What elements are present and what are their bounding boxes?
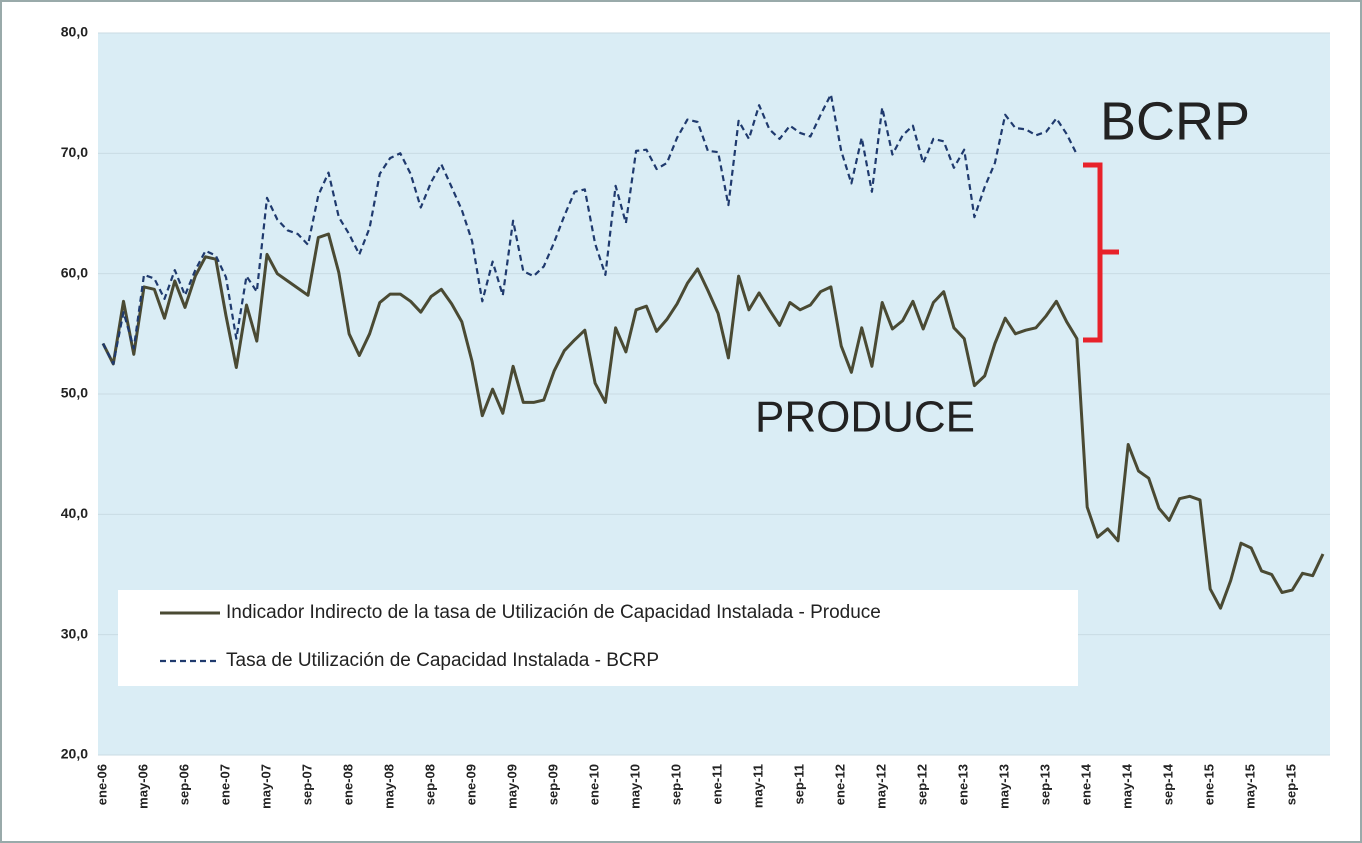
x-tick-label: may-13 [997, 764, 1012, 809]
x-tick-label: sep-09 [546, 764, 561, 805]
x-tick-label: may-15 [1243, 764, 1258, 809]
x-tick-label: ene-14 [1079, 763, 1094, 805]
x-tick-label: ene-13 [956, 764, 971, 805]
x-tick-label: ene-10 [587, 764, 602, 805]
x-tick-label: sep-07 [299, 764, 314, 805]
y-tick-label: 50,0 [61, 385, 88, 401]
x-tick-label: sep-08 [423, 764, 438, 805]
x-tick-label: sep-15 [1284, 764, 1299, 805]
series-line [102, 93, 1078, 365]
legend-label: Indicador Indirecto de la tasa de Utiliz… [226, 602, 881, 623]
x-tick-label: sep-12 [915, 764, 930, 805]
x-tick-label: may-07 [258, 764, 273, 809]
x-tick-label: may-14 [1120, 763, 1135, 809]
x-tick-label: ene-09 [464, 764, 479, 805]
x-tick-label: ene-08 [340, 764, 355, 805]
x-tick-label: sep-14 [1161, 763, 1176, 805]
x-tick-label: may-06 [135, 764, 150, 809]
x-tick-label: may-10 [628, 764, 643, 809]
x-tick-label: sep-10 [669, 764, 684, 805]
series-line [101, 232, 1325, 610]
y-tick-label: 20,0 [61, 746, 88, 762]
x-tick-label: ene-15 [1202, 764, 1217, 805]
y-tick-label: 30,0 [61, 625, 88, 641]
x-tick-label: may-09 [505, 764, 520, 809]
x-tick-label: sep-13 [1038, 764, 1053, 805]
x-tick-label: sep-11 [792, 764, 807, 804]
bracket [1083, 162, 1119, 343]
y-tick-label: 80,0 [61, 24, 88, 40]
x-tick-label: ene-06 [94, 764, 109, 805]
legend [118, 590, 1078, 686]
y-tick-label: 70,0 [61, 144, 88, 160]
x-tick-label: ene-11 [710, 764, 725, 804]
x-tick-label: ene-07 [217, 764, 232, 805]
x-tick-label: may-12 [874, 764, 889, 809]
annotation: PRODUCE [755, 393, 975, 442]
annotation: BCRP [1100, 91, 1250, 151]
y-tick-label: 40,0 [61, 505, 88, 521]
x-tick-label: may-11 [751, 764, 766, 808]
x-tick-label: may-08 [381, 764, 396, 809]
x-tick-label: ene-12 [833, 764, 848, 805]
legend-label: Tasa de Utilización de Capacidad Instala… [226, 650, 659, 671]
y-tick-label: 60,0 [61, 264, 88, 280]
x-tick-label: sep-06 [176, 764, 191, 805]
